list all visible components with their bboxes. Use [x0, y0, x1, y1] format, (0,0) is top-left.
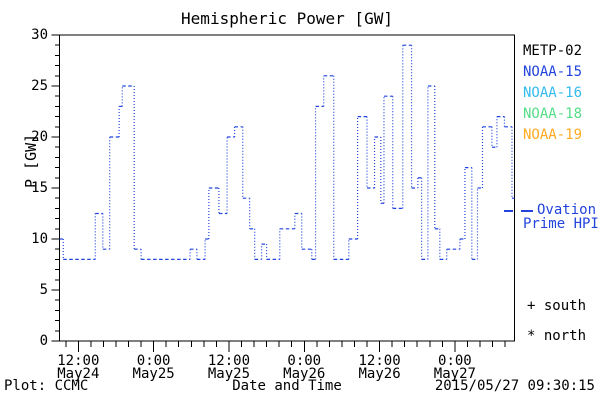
legend-satellite-noaa-19: NOAA-19 — [523, 127, 583, 143]
y-tick-label: 25 — [31, 78, 48, 94]
x-tick-label: 12:00 May25 — [207, 353, 251, 382]
y-tick-label: 20 — [31, 129, 48, 145]
legend-satellite-noaa-15: NOAA-15 — [523, 64, 583, 80]
series-line-sample-dash — [504, 210, 513, 212]
legend-satellite-noaa-18: NOAA-18 — [523, 106, 583, 122]
series-legend-label-line2: Prime HPI — [523, 216, 599, 232]
y-tick-label: 15 — [31, 180, 48, 196]
chart-title: Hemispheric Power [GW] — [181, 9, 393, 28]
y-tick-label: 0 — [39, 333, 48, 349]
y-tick-label: 5 — [39, 282, 48, 298]
series-legend-label-line1: Ovation — [537, 202, 597, 218]
x-tick-label: 0:00 May25 — [132, 353, 175, 382]
x-tick-label: 0:00 May27 — [433, 353, 476, 382]
legend-satellite-noaa-16: NOAA-16 — [523, 85, 583, 101]
y-tick-label: 30 — [31, 27, 48, 43]
x-tick-label: 0:00 May26 — [283, 353, 326, 382]
x-tick-label: 12:00 May24 — [57, 353, 100, 382]
north-marker-legend: * north — [527, 328, 587, 344]
series-line-sample-dash — [521, 210, 533, 212]
y-tick-label: 10 — [31, 231, 48, 247]
south-marker-legend: + south — [527, 298, 587, 314]
x-axis-label: Date and Time — [232, 378, 342, 394]
legend-satellite-metp-02: METP-02 — [523, 43, 583, 59]
plot-frame — [59, 34, 515, 342]
plot-credit: Plot: CCMC — [4, 378, 89, 394]
plot-timestamp: 2015/05/27 09:30:15 — [434, 378, 595, 394]
x-tick-label: 12:00 May26 — [358, 353, 401, 382]
